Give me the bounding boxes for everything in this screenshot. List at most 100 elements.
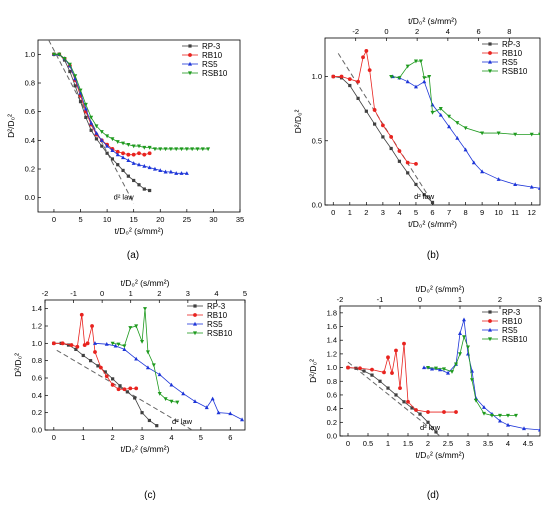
data-point-RP-3 — [422, 193, 426, 197]
data-point-RS5 — [94, 130, 99, 135]
data-point-RSB10 — [529, 132, 534, 137]
data-point-RB10 — [122, 387, 127, 392]
x-tick-label: 10 — [103, 215, 111, 224]
data-point-RS5 — [462, 317, 466, 322]
series-line-RS5 — [94, 342, 243, 420]
legend-marker — [193, 304, 197, 308]
data-point-RSB10 — [174, 147, 179, 152]
data-point-RP-3 — [118, 384, 122, 388]
data-point-RS5 — [216, 410, 221, 415]
legend-marker — [193, 313, 197, 317]
panel-caption: (c) — [144, 490, 156, 501]
data-point-RS5 — [413, 84, 418, 89]
data-point-RSB10 — [413, 59, 418, 64]
data-point-RP-3 — [140, 411, 144, 415]
data-point-RB10 — [367, 68, 372, 73]
series-line-RS5 — [392, 76, 540, 189]
data-point-RSB10 — [434, 366, 438, 371]
data-point-RB10 — [115, 149, 120, 154]
data-point-RB10 — [398, 386, 402, 391]
data-point-RP-3 — [348, 83, 352, 88]
d2-law-annotation: d² law — [420, 423, 441, 432]
data-point-RSB10 — [200, 147, 205, 152]
data-point-RS5 — [181, 391, 186, 396]
legend-label: RB10 — [502, 317, 523, 326]
x-tick-label: 0 — [52, 433, 56, 442]
data-point-RP-3 — [378, 379, 382, 383]
data-point-RB10 — [442, 410, 446, 414]
data-point-RB10 — [142, 152, 147, 157]
data-point-RP-3 — [103, 370, 107, 374]
data-point-RS5 — [240, 417, 245, 422]
data-point-RS5 — [422, 365, 426, 370]
data-point-RS5 — [105, 143, 110, 148]
legend-label: RP-3 — [207, 302, 226, 311]
data-point-RSB10 — [195, 147, 200, 152]
x-tick-label: 2 — [111, 433, 115, 442]
x-tick-label: 11 — [511, 208, 519, 217]
d2-law-line — [56, 349, 193, 430]
data-point-RSB10 — [466, 345, 470, 350]
x-tick-label: 35 — [236, 215, 244, 224]
data-point-RP-3 — [426, 420, 430, 424]
data-point-RS5 — [455, 136, 460, 140]
d2-law-line — [337, 53, 435, 205]
legend-label: RS5 — [502, 326, 518, 335]
data-point-RP-3 — [110, 157, 115, 161]
data-point-RSB10 — [474, 398, 478, 403]
data-point-RP-3 — [362, 369, 366, 373]
data-point-RS5 — [466, 351, 470, 356]
plot-frame — [37, 39, 241, 213]
x-tick-label: 1.5 — [403, 439, 413, 448]
plot-frame — [44, 299, 246, 431]
x-axis-label: t/D₀² (s/mm²) — [121, 444, 170, 454]
y-axis-label: D²/D₀² — [293, 109, 303, 133]
y-tick-label: 0.6 — [32, 374, 42, 383]
legend-label: RP-3 — [202, 42, 221, 51]
data-point-RSB10 — [163, 147, 168, 152]
data-point-RS5 — [438, 367, 442, 372]
data-point-RS5 — [422, 79, 427, 84]
data-point-RSB10 — [126, 143, 131, 147]
data-point-RP-3 — [132, 178, 136, 183]
x-tick-label: 12 — [528, 208, 536, 217]
legend-label: RS5 — [502, 58, 518, 67]
data-point-RB10 — [405, 160, 410, 165]
data-point-RSB10 — [405, 64, 410, 69]
y-tick-label: 0.0 — [327, 432, 337, 441]
data-point-RSB10 — [169, 399, 174, 404]
data-point-RS5 — [496, 177, 501, 181]
x-tick-label: 1 — [386, 439, 390, 448]
y-tick-label: 0.2 — [25, 165, 35, 174]
data-point-RSB10 — [142, 145, 147, 150]
data-point-RP-3 — [147, 418, 152, 423]
data-point-RB10 — [69, 343, 74, 347]
data-point-RB10 — [134, 386, 139, 391]
data-point-RSB10 — [506, 413, 510, 418]
data-point-RSB10 — [137, 144, 141, 149]
data-point-RP-3 — [88, 359, 93, 363]
y-axis-label: D²/D₀² — [308, 359, 318, 383]
data-point-RP-3 — [126, 174, 130, 178]
data-point-RS5 — [169, 382, 174, 387]
series-line-RP-3 — [333, 76, 433, 203]
data-point-RB10 — [394, 348, 398, 353]
data-point-RB10 — [386, 355, 390, 360]
y-tick-label: 1.4 — [32, 304, 42, 313]
data-point-RS5 — [115, 152, 120, 157]
data-point-RS5 — [152, 166, 157, 171]
data-point-RB10 — [402, 341, 406, 346]
data-point-RP-3 — [74, 347, 78, 351]
series-line-RB10 — [53, 314, 137, 390]
data-point-RB10 — [372, 108, 377, 112]
legend-label: RB10 — [207, 311, 228, 320]
legend-label: RSB10 — [202, 69, 228, 78]
legend-marker — [193, 321, 197, 326]
data-point-RS5 — [538, 427, 540, 432]
data-point-RB10 — [116, 387, 121, 392]
data-point-RS5 — [458, 331, 462, 335]
data-point-RB10 — [60, 341, 65, 346]
x-tick-label: 0 — [331, 208, 335, 217]
data-point-RSB10 — [498, 413, 502, 418]
legend-marker — [188, 44, 192, 48]
